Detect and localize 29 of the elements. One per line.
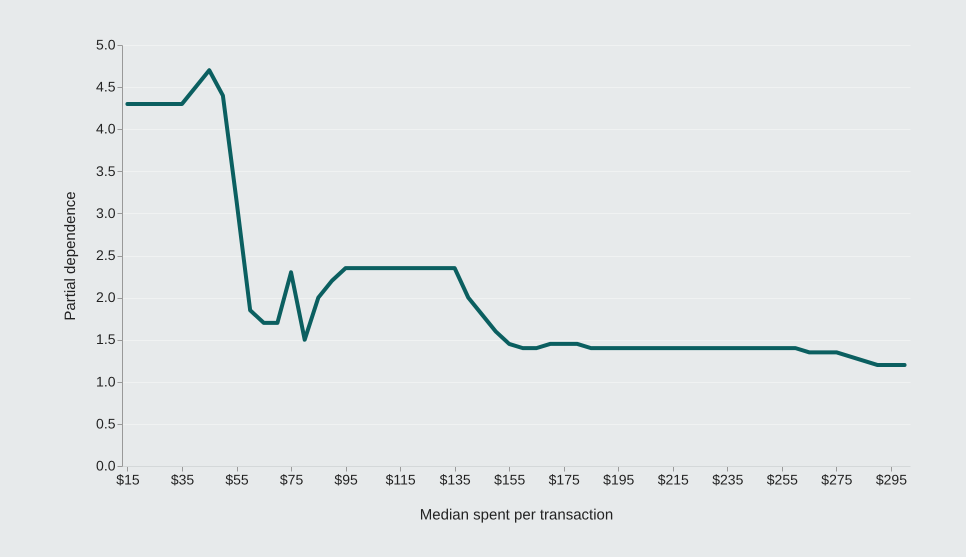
x-tick-label: $195 xyxy=(603,472,635,488)
x-tick-label: $135 xyxy=(440,472,471,488)
y-axis-title: Partial dependence xyxy=(62,191,80,321)
line-series xyxy=(125,68,907,367)
y-tick-label: 3.5 xyxy=(96,162,116,179)
x-tick-label: $115 xyxy=(386,472,416,488)
y-tick-label: 1.5 xyxy=(96,331,116,348)
y-tick-label: 0.0 xyxy=(96,458,116,474)
x-tick-label: $235 xyxy=(712,472,744,488)
x-axis-title: Median spent per transaction xyxy=(420,506,614,524)
y-tick-label: 2.5 xyxy=(96,247,116,263)
y-tick-label: 5.0 xyxy=(96,36,116,52)
x-tick-label: $255 xyxy=(766,472,798,488)
y-tick-label: 3.0 xyxy=(96,204,116,221)
y-tick-label: 1.0 xyxy=(96,373,116,390)
y-tick-label: 4.5 xyxy=(96,78,116,95)
x-tick-label: $275 xyxy=(821,472,853,488)
x-tick-label: $215 xyxy=(658,472,690,488)
x-tick-label: $155 xyxy=(494,472,526,488)
x-tick-label: $55 xyxy=(225,472,249,488)
x-tick-label: $35 xyxy=(170,472,194,488)
x-tick-label: $295 xyxy=(876,472,908,488)
x-tick-label: $95 xyxy=(334,472,358,488)
x-tick-label: $75 xyxy=(280,472,304,488)
y-tick-label: 2.0 xyxy=(96,289,116,306)
x-tick-label: $175 xyxy=(548,472,580,488)
y-tick-label: 4.0 xyxy=(96,120,116,137)
y-tick-label: 0.5 xyxy=(96,415,116,432)
x-tick-label: $15 xyxy=(116,472,140,488)
